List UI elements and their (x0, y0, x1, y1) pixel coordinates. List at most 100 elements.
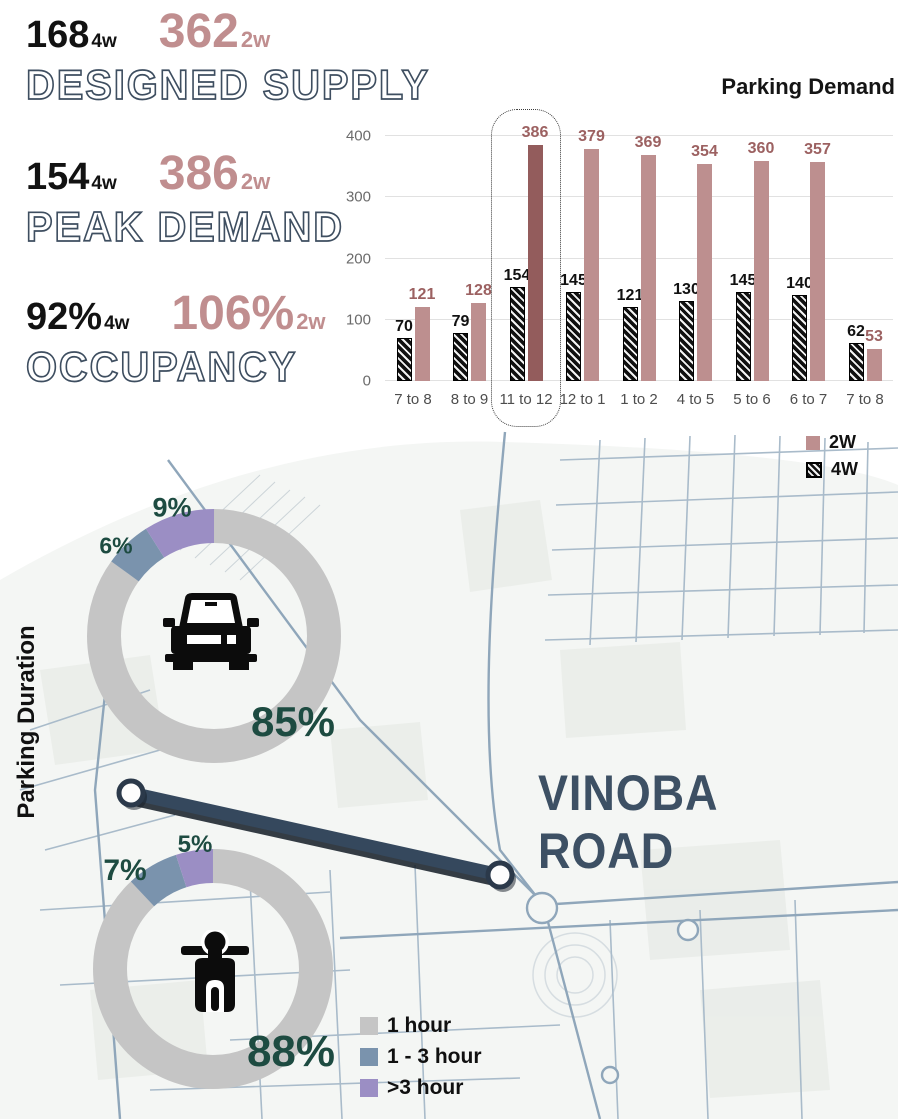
bar-value-2w: 354 (691, 143, 718, 161)
bar-value-2w: 121 (408, 285, 436, 303)
designed-supply-2w-value: 362 (158, 5, 239, 58)
bar-2w-4-to-5: 354 (691, 143, 718, 381)
chart-title: Parking Demand (721, 74, 895, 99)
x-category-label: 12 to 1 (559, 391, 606, 408)
chart-legend-item-4W: 4W (806, 459, 858, 480)
gridline-200 (385, 257, 893, 259)
gridline-0 (385, 380, 893, 381)
designed-supply-4w-value: 168 (26, 14, 90, 56)
duration-legend-label: 1 - 3 hour (387, 1045, 482, 1068)
scooter-duration-donut (93, 849, 333, 1089)
bar-2w-12-to-1: 379 (578, 128, 605, 381)
scooter-slice-1hour (93, 849, 333, 1089)
bar-value-2w: 53 (865, 327, 883, 345)
peak-demand-label: PEAK DEMAND (25, 203, 344, 250)
bar-group-4-to-5: 130 354 4 to 5 (668, 136, 724, 408)
peak-demand-4w-unit: 4w (91, 173, 117, 194)
stat-occupancy: 92% 4w 106% 2w OCCUPANCY (25, 287, 326, 390)
designed-supply-2w-unit: 2w (240, 27, 271, 52)
bar-4w-5-to-6: 145 (730, 272, 756, 381)
gridline-100 (385, 318, 893, 320)
gridline-300 (385, 196, 893, 198)
x-category-label: 8 to 9 (450, 391, 489, 408)
car-slice->3hour (87, 509, 341, 763)
scooter-1hour-pct-label: 88% (246, 1027, 336, 1076)
bar-4w-6-to-7: 140 (786, 275, 813, 381)
bar-group-5-to-6: 145 360 5 to 6 (724, 136, 780, 409)
designed-supply-4w-unit: 4w (91, 31, 117, 52)
x-category-label: 5 to 6 (733, 391, 771, 408)
duration-swatch (360, 1079, 378, 1097)
bar-4w-12-to-1: 145 (560, 272, 587, 381)
y-tick-300: 300 (345, 188, 371, 206)
bar-value-2w: 386 (521, 123, 549, 141)
bar-value-4w: 145 (729, 272, 757, 290)
bar-value-2w: 379 (578, 127, 605, 145)
bar-value-4w: 62 (847, 323, 865, 341)
occupancy-2w-unit: 2w (296, 309, 326, 334)
duration-swatch (360, 1048, 378, 1066)
road-name-label: VINOBA ROAD (538, 764, 718, 880)
peak-demand-2w-value: 386 (158, 147, 239, 200)
bar-value-2w: 369 (634, 134, 662, 151)
occupancy-2w-value: 106% (171, 287, 295, 340)
car-icon (163, 593, 259, 670)
chart-legend: 2W 4W (806, 432, 858, 486)
occupancy-4w-value: 92% (26, 296, 103, 338)
x-category-label: 1 to 2 (620, 391, 658, 408)
x-category-label: 6 to 7 (789, 391, 828, 408)
bar-4w-4-to-5: 130 (673, 281, 700, 381)
bar-value-4w: 121 (616, 286, 644, 304)
duration-legend-item: 1 hour (360, 1014, 482, 1038)
bar-group-11-to-12: 154 386 11 to 12 (491, 109, 561, 427)
duration-legend-label: 1 hour (387, 1014, 452, 1037)
bar-group-6-to-7: 140 357 6 to 7 (781, 136, 837, 408)
x-category-label: 11 to 12 (499, 391, 553, 408)
scooter-slice-1-3hour (93, 849, 333, 1089)
bar-value-4w: 79 (451, 312, 470, 330)
bar-4w-7-to-8: 62 (847, 323, 865, 381)
duration-legend-item: >3 hour (360, 1076, 482, 1100)
parking-demand-bar-chart: 0 100 200 300 400 70 121 7 to 8 79 128 8 to 9 154 38… (346, 109, 893, 427)
stat-peak-demand: 154 4w 386 2w PEAK DEMAND (25, 147, 361, 250)
bar-value-4w: 154 (503, 266, 531, 284)
y-tick-0: 0 (362, 372, 371, 390)
bar-2w-7-to-8: 121 (409, 286, 435, 381)
car-slice-1-3hour (87, 509, 341, 763)
2W-swatch (806, 435, 820, 450)
chart-legend-item-2W: 2W (806, 432, 858, 453)
designed-supply-label: DESIGNED SUPPLY (25, 61, 430, 108)
bar-group-7-to-8: 70 121 7 to 8 (385, 136, 441, 408)
bar-value-4w: 130 (673, 281, 700, 299)
duration-legend: 1 hour 1 - 3 hour >3 hour (360, 1014, 482, 1107)
chart-legend-label: 2W (829, 432, 856, 452)
bar-2w-8-to-9: 128 (465, 282, 492, 381)
bar-group-1-to-2: 121 369 1 to 2 (611, 134, 667, 408)
duration-legend-item: 1 - 3 hour (360, 1045, 482, 1069)
bar-value-2w: 360 (747, 139, 775, 157)
bar-4w-11-to-12: 154 (504, 267, 530, 381)
y-tick-200: 200 (345, 250, 371, 267)
bar-group-8-to-9: 79 128 8 to 9 (442, 136, 498, 408)
bar-2w-1-to-2: 369 (635, 134, 661, 381)
x-category-label: 7 to 8 (846, 391, 884, 408)
occupancy-4w-unit: 4w (104, 313, 130, 334)
parking-duration-axis-label: Parking Duration (13, 625, 40, 819)
vinoba-road-line (116, 778, 516, 892)
duration-swatch (360, 1017, 378, 1035)
bar-4w-7-to-8: 70 (395, 318, 413, 381)
car-gt3hour-pct-label: 9% (152, 492, 192, 523)
road-name-line1: VINOBA (538, 765, 719, 821)
bar-group-7-to-8: 62 53 7 to 8 (837, 136, 893, 408)
road-name-line2: ROAD (538, 823, 675, 879)
bar-group-12-to-1: 145 379 12 to 1 (555, 128, 611, 408)
y-tick-400: 400 (345, 127, 371, 145)
occupancy-label: OCCUPANCY (25, 343, 298, 390)
car-1to3hour-pct-label: 6% (99, 532, 133, 559)
chart-legend-label: 4W (831, 459, 858, 479)
car-duration-donut (87, 509, 341, 763)
bar-4w-8-to-9: 79 (452, 313, 469, 381)
scooter-icon (181, 930, 249, 1012)
stat-designed-supply: 168 4w 362 2w DESIGNED SUPPLY (25, 5, 451, 108)
